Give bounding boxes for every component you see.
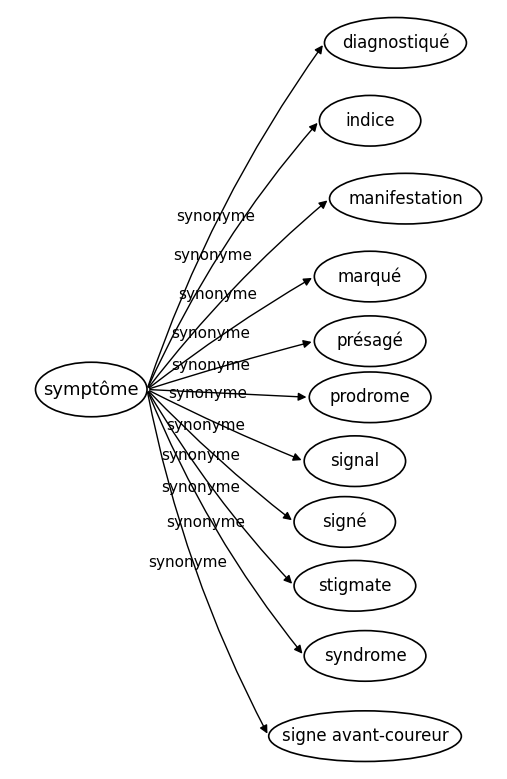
FancyArrowPatch shape — [149, 279, 311, 388]
Text: synonyme: synonyme — [148, 555, 227, 570]
Text: synonyme: synonyme — [178, 287, 258, 301]
Text: synonyme: synonyme — [161, 448, 240, 464]
Text: synonyme: synonyme — [166, 515, 245, 530]
Text: synonyme: synonyme — [176, 209, 255, 224]
FancyArrowPatch shape — [149, 392, 291, 520]
Ellipse shape — [314, 316, 426, 366]
Text: prodrome: prodrome — [330, 388, 411, 407]
Ellipse shape — [294, 561, 416, 611]
Text: présagé: présagé — [337, 332, 404, 351]
FancyArrowPatch shape — [148, 47, 322, 387]
Text: diagnostiqué: diagnostiqué — [342, 33, 449, 52]
Text: signal: signal — [331, 452, 379, 471]
Text: synonyme: synonyme — [171, 326, 250, 340]
Text: signé: signé — [322, 513, 367, 531]
Ellipse shape — [324, 18, 466, 69]
Ellipse shape — [35, 362, 147, 417]
Text: manifestation: manifestation — [348, 189, 463, 208]
Text: indice: indice — [345, 111, 395, 130]
FancyArrowPatch shape — [148, 124, 316, 387]
Text: synonyme: synonyme — [166, 418, 245, 433]
Text: synonyme: synonyme — [161, 480, 240, 495]
Text: symptôme: symptôme — [44, 380, 139, 399]
Ellipse shape — [330, 174, 482, 224]
FancyArrowPatch shape — [150, 340, 310, 389]
FancyArrowPatch shape — [148, 393, 267, 732]
Ellipse shape — [319, 96, 421, 146]
Ellipse shape — [294, 497, 395, 547]
Text: synonyme: synonyme — [168, 386, 247, 401]
FancyArrowPatch shape — [149, 392, 291, 583]
Ellipse shape — [304, 631, 426, 681]
FancyArrowPatch shape — [149, 202, 326, 387]
FancyArrowPatch shape — [150, 390, 305, 400]
FancyArrowPatch shape — [148, 392, 302, 653]
Text: stigmate: stigmate — [318, 576, 391, 595]
Ellipse shape — [304, 436, 406, 486]
Text: synonyme: synonyme — [171, 358, 250, 373]
Text: signe avant-coureur: signe avant-coureur — [282, 727, 448, 746]
Text: marqué: marqué — [338, 267, 402, 286]
Ellipse shape — [269, 710, 461, 762]
Ellipse shape — [309, 372, 431, 422]
Ellipse shape — [314, 251, 426, 301]
FancyArrowPatch shape — [150, 391, 300, 460]
Text: synonyme: synonyme — [173, 248, 252, 263]
Text: syndrome: syndrome — [323, 647, 407, 665]
